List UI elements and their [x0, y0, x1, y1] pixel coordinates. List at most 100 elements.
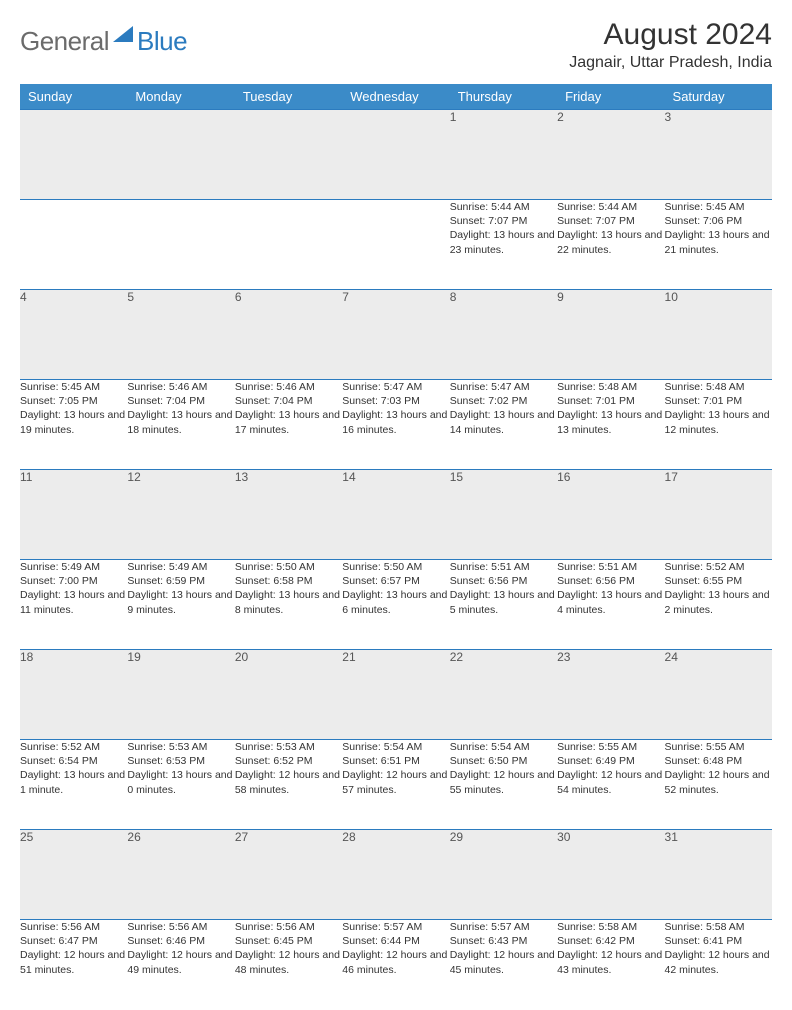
day-details-cell: Sunrise: 5:47 AMSunset: 7:03 PMDaylight:…	[342, 380, 449, 470]
day-number-row: 45678910	[20, 290, 772, 380]
day-number-cell: 30	[557, 830, 664, 920]
sunset-line: Sunset: 6:54 PM	[20, 754, 127, 768]
day-number-row: 18192021222324	[20, 650, 772, 740]
sunrise-line: Sunrise: 5:52 AM	[20, 740, 127, 754]
sunset-line: Sunset: 7:04 PM	[127, 394, 234, 408]
calendar-table: SundayMondayTuesdayWednesdayThursdayFrid…	[20, 84, 772, 1010]
sunrise-line: Sunrise: 5:54 AM	[342, 740, 449, 754]
sunrise-line: Sunrise: 5:55 AM	[557, 740, 664, 754]
day-number-cell: 19	[127, 650, 234, 740]
daylight-line: Daylight: 13 hours and 9 minutes.	[127, 588, 234, 616]
sunrise-line: Sunrise: 5:47 AM	[342, 380, 449, 394]
sunset-line: Sunset: 6:56 PM	[557, 574, 664, 588]
logo-sail-icon	[113, 24, 135, 49]
day-details-cell: Sunrise: 5:50 AMSunset: 6:58 PMDaylight:…	[235, 560, 342, 650]
sunset-line: Sunset: 6:50 PM	[450, 754, 557, 768]
day-details-row: Sunrise: 5:45 AMSunset: 7:05 PMDaylight:…	[20, 380, 772, 470]
daylight-line: Daylight: 13 hours and 0 minutes.	[127, 768, 234, 796]
sunset-line: Sunset: 7:03 PM	[342, 394, 449, 408]
sunset-line: Sunset: 7:01 PM	[557, 394, 664, 408]
day-number-cell: 10	[665, 290, 772, 380]
weekday-header: Sunday	[20, 84, 127, 110]
sunset-line: Sunset: 7:01 PM	[665, 394, 772, 408]
sunset-line: Sunset: 7:07 PM	[450, 214, 557, 228]
day-details-cell: Sunrise: 5:49 AMSunset: 7:00 PMDaylight:…	[20, 560, 127, 650]
day-number-cell: 27	[235, 830, 342, 920]
daylight-line: Daylight: 13 hours and 16 minutes.	[342, 408, 449, 436]
day-number-cell: 9	[557, 290, 664, 380]
daylight-line: Daylight: 13 hours and 6 minutes.	[342, 588, 449, 616]
sunset-line: Sunset: 6:57 PM	[342, 574, 449, 588]
sunrise-line: Sunrise: 5:45 AM	[20, 380, 127, 394]
day-number-cell: 8	[450, 290, 557, 380]
daylight-line: Daylight: 13 hours and 18 minutes.	[127, 408, 234, 436]
sunset-line: Sunset: 7:07 PM	[557, 214, 664, 228]
sunrise-line: Sunrise: 5:58 AM	[557, 920, 664, 934]
weekday-header: Monday	[127, 84, 234, 110]
day-number-cell: 23	[557, 650, 664, 740]
day-details-cell: Sunrise: 5:58 AMSunset: 6:42 PMDaylight:…	[557, 920, 664, 1010]
daylight-line: Daylight: 12 hours and 51 minutes.	[20, 948, 127, 976]
sunrise-line: Sunrise: 5:57 AM	[450, 920, 557, 934]
day-number-row: 25262728293031	[20, 830, 772, 920]
day-details-cell: Sunrise: 5:51 AMSunset: 6:56 PMDaylight:…	[557, 560, 664, 650]
day-details-cell: Sunrise: 5:48 AMSunset: 7:01 PMDaylight:…	[665, 380, 772, 470]
day-details-cell: Sunrise: 5:46 AMSunset: 7:04 PMDaylight:…	[127, 380, 234, 470]
logo: General Blue	[20, 18, 187, 59]
sunrise-line: Sunrise: 5:46 AM	[235, 380, 342, 394]
day-number-cell: 3	[665, 110, 772, 200]
sunrise-line: Sunrise: 5:51 AM	[557, 560, 664, 574]
sunset-line: Sunset: 6:48 PM	[665, 754, 772, 768]
day-details-cell: Sunrise: 5:56 AMSunset: 6:46 PMDaylight:…	[127, 920, 234, 1010]
day-details-cell: Sunrise: 5:44 AMSunset: 7:07 PMDaylight:…	[450, 200, 557, 290]
day-details-row: Sunrise: 5:52 AMSunset: 6:54 PMDaylight:…	[20, 740, 772, 830]
sunrise-line: Sunrise: 5:46 AM	[127, 380, 234, 394]
daylight-line: Daylight: 13 hours and 11 minutes.	[20, 588, 127, 616]
daylight-line: Daylight: 13 hours and 22 minutes.	[557, 228, 664, 256]
day-number-row: 11121314151617	[20, 470, 772, 560]
day-details-cell: Sunrise: 5:57 AMSunset: 6:43 PMDaylight:…	[450, 920, 557, 1010]
logo-text-blue: Blue	[137, 26, 187, 57]
sunset-line: Sunset: 6:41 PM	[665, 934, 772, 948]
day-details-cell: Sunrise: 5:55 AMSunset: 6:48 PMDaylight:…	[665, 740, 772, 830]
sunrise-line: Sunrise: 5:44 AM	[557, 200, 664, 214]
daylight-line: Daylight: 12 hours and 57 minutes.	[342, 768, 449, 796]
day-number-cell: 31	[665, 830, 772, 920]
daylight-line: Daylight: 12 hours and 58 minutes.	[235, 768, 342, 796]
day-details-cell: Sunrise: 5:46 AMSunset: 7:04 PMDaylight:…	[235, 380, 342, 470]
daylight-line: Daylight: 13 hours and 13 minutes.	[557, 408, 664, 436]
sunrise-line: Sunrise: 5:45 AM	[665, 200, 772, 214]
sunset-line: Sunset: 6:58 PM	[235, 574, 342, 588]
sunrise-line: Sunrise: 5:55 AM	[665, 740, 772, 754]
day-number-cell: 18	[20, 650, 127, 740]
header: General Blue August 2024 Jagnair, Uttar …	[20, 18, 772, 72]
weekday-header: Friday	[557, 84, 664, 110]
sunset-line: Sunset: 7:04 PM	[235, 394, 342, 408]
daylight-line: Daylight: 12 hours and 43 minutes.	[557, 948, 664, 976]
day-number-cell: 25	[20, 830, 127, 920]
day-number-cell: 2	[557, 110, 664, 200]
day-number-cell: 21	[342, 650, 449, 740]
day-details-cell: Sunrise: 5:52 AMSunset: 6:54 PMDaylight:…	[20, 740, 127, 830]
daylight-line: Daylight: 13 hours and 2 minutes.	[665, 588, 772, 616]
day-details-cell	[235, 200, 342, 290]
sunrise-line: Sunrise: 5:54 AM	[450, 740, 557, 754]
day-details-cell: Sunrise: 5:45 AMSunset: 7:06 PMDaylight:…	[665, 200, 772, 290]
day-number-cell: 15	[450, 470, 557, 560]
sunset-line: Sunset: 6:59 PM	[127, 574, 234, 588]
daylight-line: Daylight: 12 hours and 52 minutes.	[665, 768, 772, 796]
daylight-line: Daylight: 12 hours and 42 minutes.	[665, 948, 772, 976]
daylight-line: Daylight: 13 hours and 23 minutes.	[450, 228, 557, 256]
sunrise-line: Sunrise: 5:44 AM	[450, 200, 557, 214]
sunset-line: Sunset: 6:49 PM	[557, 754, 664, 768]
sunset-line: Sunset: 6:44 PM	[342, 934, 449, 948]
day-number-cell: 14	[342, 470, 449, 560]
sunrise-line: Sunrise: 5:56 AM	[127, 920, 234, 934]
sunset-line: Sunset: 7:00 PM	[20, 574, 127, 588]
day-details-cell: Sunrise: 5:53 AMSunset: 6:53 PMDaylight:…	[127, 740, 234, 830]
day-number-cell: 20	[235, 650, 342, 740]
day-details-cell: Sunrise: 5:50 AMSunset: 6:57 PMDaylight:…	[342, 560, 449, 650]
day-number-cell: 16	[557, 470, 664, 560]
day-number-cell: 12	[127, 470, 234, 560]
day-details-cell	[127, 200, 234, 290]
